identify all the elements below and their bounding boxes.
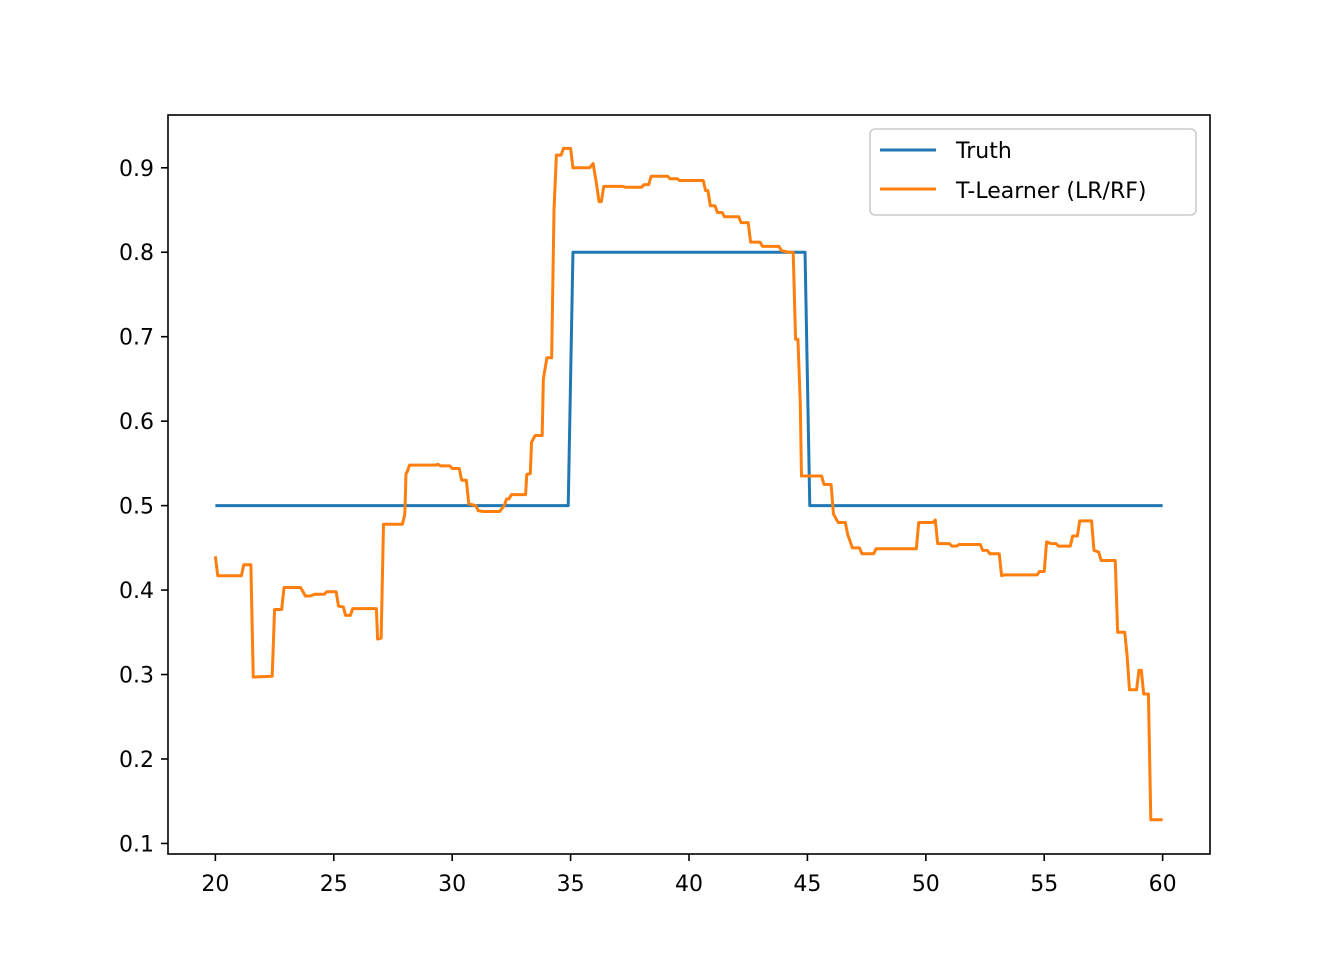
y-tick-label: 0.5 [119, 495, 154, 520]
y-tick-label: 0.8 [119, 241, 154, 266]
x-tick-label: 50 [912, 872, 940, 897]
series-line-truth [215, 250, 1163, 508]
legend-label-truth: Truth [955, 139, 1012, 164]
x-axis: 20 25 30 35 40 45 50 55 60 [201, 854, 1177, 897]
y-tick-label: 0.9 [119, 157, 154, 182]
x-tick-label: 30 [438, 872, 466, 897]
y-tick-label: 0.4 [119, 579, 154, 604]
x-tick-label: 35 [557, 872, 585, 897]
y-tick-label: 0.1 [119, 832, 154, 857]
y-tick-label: 0.3 [119, 664, 154, 689]
x-tick-label: 40 [675, 872, 703, 897]
x-tick-label: 20 [201, 872, 229, 897]
legend: Truth T-Learner (LR/RF) [869, 128, 1197, 216]
x-tick-label: 55 [1030, 872, 1058, 897]
y-axis: 0.1 0.2 0.3 0.4 0.5 0.6 0.7 0.8 0.9 [119, 157, 168, 857]
x-tick-label: 45 [793, 872, 821, 897]
x-tick-label: 60 [1149, 872, 1177, 897]
series-line-t-learner [213, 146, 1163, 822]
legend-label-t-learner: T-Learner (LR/RF) [955, 179, 1146, 204]
y-tick-label: 0.7 [119, 326, 154, 351]
y-tick-label: 0.6 [119, 410, 154, 435]
x-tick-label: 25 [320, 872, 348, 897]
legend-box [869, 128, 1197, 216]
series-layer [213, 146, 1163, 822]
y-tick-label: 0.2 [119, 748, 154, 773]
